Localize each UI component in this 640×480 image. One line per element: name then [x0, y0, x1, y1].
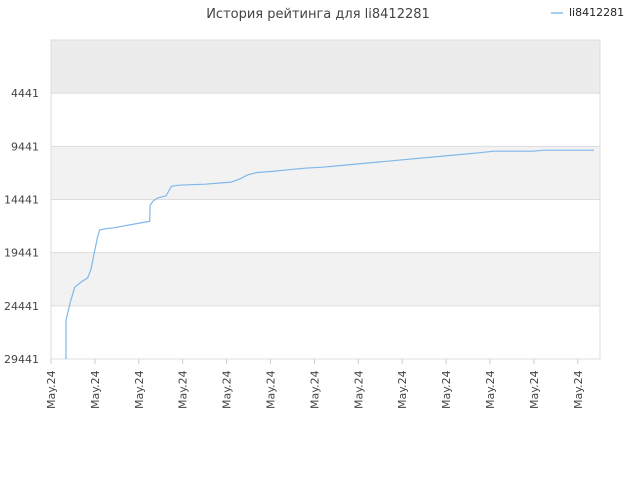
x-tick-label: May.24	[221, 370, 234, 409]
x-tick-label: May.24	[572, 370, 585, 409]
series-line-li8412281	[65, 149, 594, 359]
chart-title: История рейтинга для li8412281	[206, 7, 430, 22]
y-tick-label: 9441	[11, 140, 39, 153]
y-tick-label: 24441	[4, 300, 39, 313]
legend-label: li8412281	[569, 6, 624, 19]
x-axis-ticks: May.24 May.24 May.24 May.24 May.24 May.24 May.…	[45, 359, 585, 409]
x-tick-label: May.24	[484, 370, 497, 409]
background-bands	[51, 40, 600, 306]
x-tick-label: May.24	[440, 370, 453, 409]
x-tick-label: May.24	[265, 370, 278, 409]
x-tick-label: May.24	[177, 370, 190, 409]
background-band	[51, 40, 600, 94]
x-tick-label: May.24	[352, 370, 365, 409]
y-tick-label: 14441	[4, 194, 39, 207]
plot-border	[50, 39, 601, 360]
gridlines	[51, 92, 600, 360]
background-band	[51, 252, 600, 306]
x-tick-label: May.24	[45, 370, 58, 409]
x-tick-label: May.24	[528, 370, 541, 409]
background-band	[51, 146, 600, 200]
y-tick-label: 29441	[4, 353, 39, 366]
y-axis-ticks: 4441 9441 14441 19441 24441 29441	[4, 87, 39, 366]
x-tick-label: May.24	[396, 370, 409, 409]
legend: li8412281	[551, 6, 624, 19]
y-tick-label: 19441	[4, 247, 39, 260]
y-tick-label: 4441	[11, 87, 39, 100]
x-tick-label: May.24	[133, 370, 146, 409]
x-tick-label: May.24	[89, 370, 102, 409]
x-tick-label: May.24	[308, 370, 321, 409]
